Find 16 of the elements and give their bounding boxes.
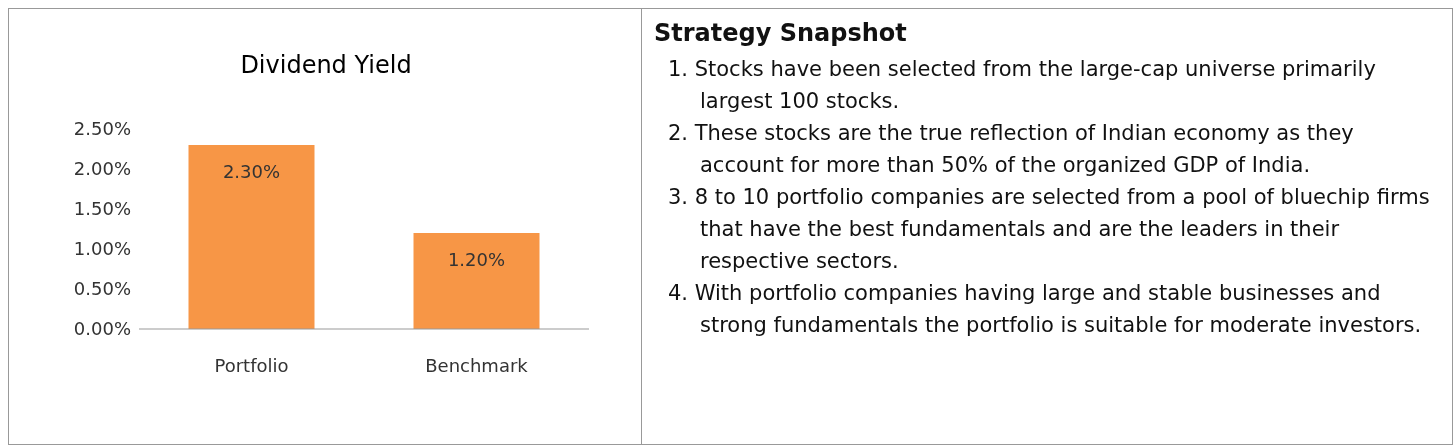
y-tick-label: 2.00% (73, 158, 131, 180)
chart-title: Dividend Yield (239, 51, 413, 79)
data-label: 2.30% (222, 160, 281, 182)
text: 3. 8 to 10 portfolio companies are selected from a pool of bluechip firms that have the best fundamentals and are the leaders in their respective sectors. (667, 184, 1431, 275)
y-tick-label: 0.50% (73, 278, 131, 300)
y-tick-label: 0.00% (73, 318, 131, 340)
x-tick-label: Benchmark (425, 354, 529, 376)
text: 4. With portfolio companies having large and stable businesses and strong fundamentals the portfolio is suitable for moderate investors. (667, 280, 1423, 339)
y-tick-label: 1.00% (73, 238, 131, 260)
text: 1. Stocks have been selected from the large-cap universe primarily largest 100 stocks. (667, 56, 1377, 115)
text: 2. These stocks are the true reflection of Indian economy as they account for more than 50% of the organized GDP of India. (667, 120, 1355, 179)
x-tick-label: Portfolio (214, 354, 289, 376)
text: Strategy Snapshot (654, 19, 908, 47)
data-label: 1.20% (447, 248, 506, 270)
y-tick-label: 1.50% (73, 198, 131, 220)
y-tick-label: 2.50% (73, 118, 131, 140)
